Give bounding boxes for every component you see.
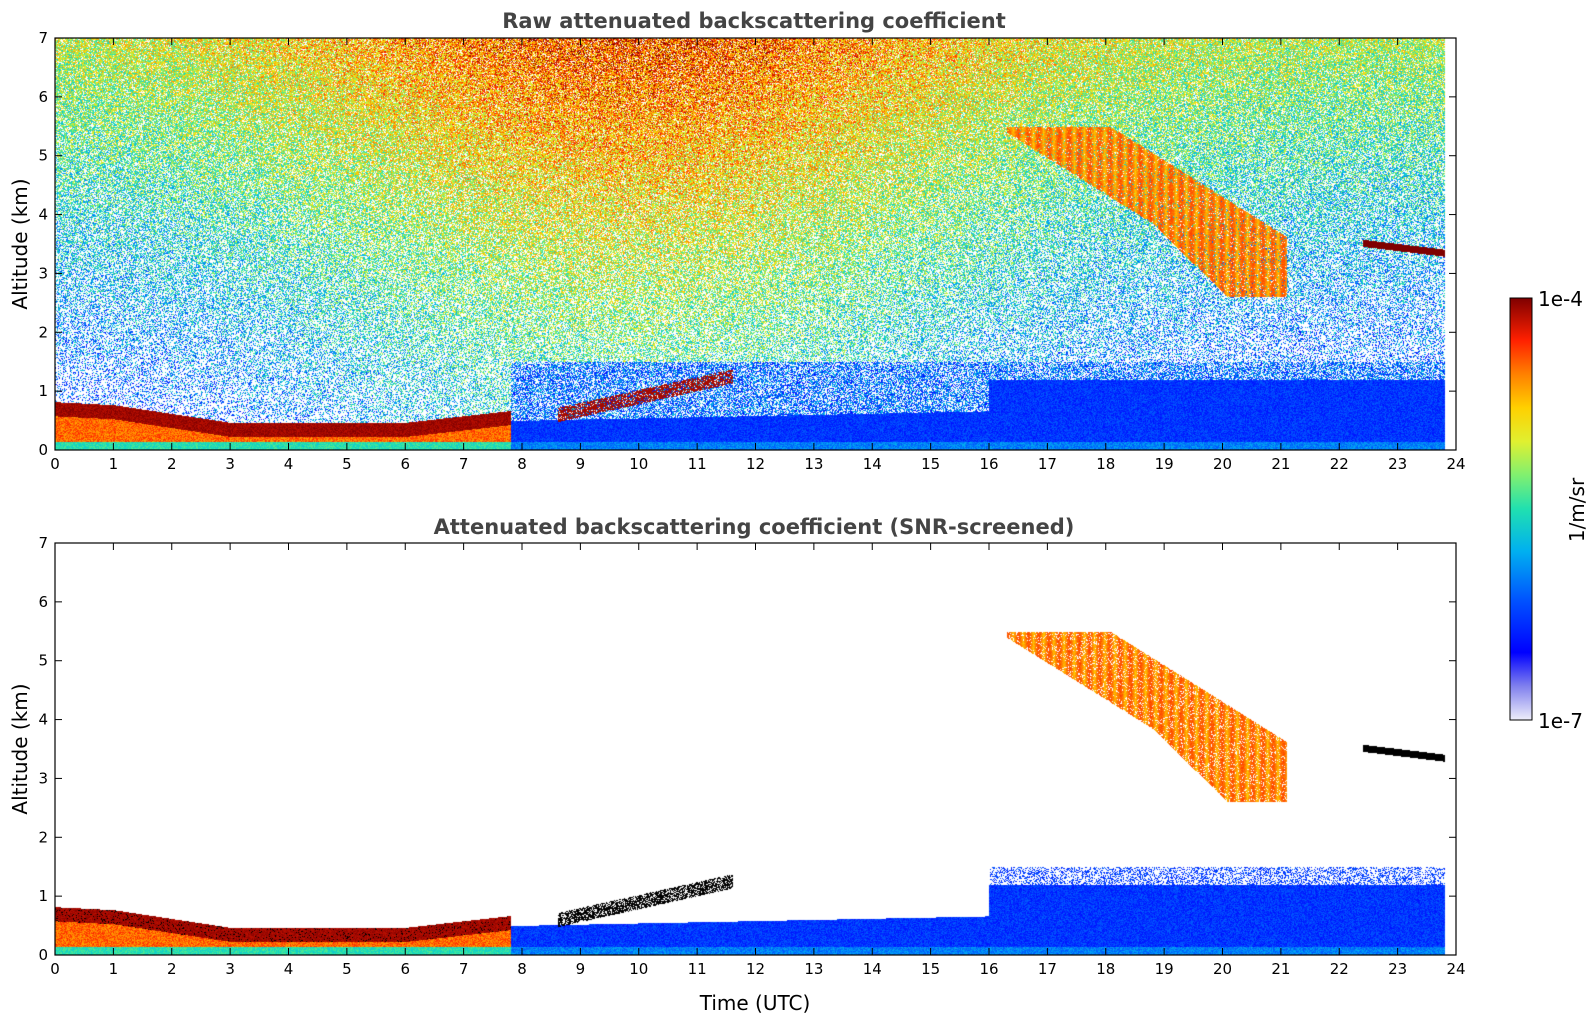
x-tick-label: 9 bbox=[576, 455, 586, 473]
x-tick-label: 1 bbox=[109, 455, 119, 473]
x-tick-label: 1 bbox=[109, 960, 119, 978]
x-tick-label: 11 bbox=[688, 960, 707, 978]
y-tick-label: 4 bbox=[38, 711, 48, 729]
x-axis-label: Time (UTC) bbox=[699, 991, 811, 1015]
x-tick-label: 18 bbox=[1096, 960, 1115, 978]
x-tick-label: 13 bbox=[804, 455, 823, 473]
x-tick-label: 16 bbox=[979, 960, 998, 978]
y-tick-label: 7 bbox=[38, 534, 48, 552]
x-tick-label: 19 bbox=[1155, 960, 1174, 978]
y-tick-label: 3 bbox=[38, 264, 48, 282]
x-tick-label: 23 bbox=[1388, 960, 1407, 978]
chart-title: Raw attenuated backscattering coefficien… bbox=[502, 9, 1006, 33]
y-tick-label: 0 bbox=[38, 946, 48, 964]
x-tick-label: 14 bbox=[863, 455, 882, 473]
y-tick-label: 1 bbox=[38, 382, 48, 400]
x-tick-label: 3 bbox=[225, 455, 235, 473]
y-tick-label: 4 bbox=[38, 206, 48, 224]
x-tick-label: 21 bbox=[1271, 960, 1290, 978]
x-tick-label: 9 bbox=[576, 960, 586, 978]
x-tick-label: 22 bbox=[1330, 960, 1349, 978]
x-tick-label: 4 bbox=[284, 455, 294, 473]
x-tick-label: 20 bbox=[1213, 455, 1232, 473]
y-tick-label: 2 bbox=[38, 323, 48, 341]
x-tick-label: 20 bbox=[1213, 960, 1232, 978]
x-tick-label: 0 bbox=[50, 960, 60, 978]
y-tick-label: 5 bbox=[38, 147, 48, 165]
y-tick-label: 0 bbox=[38, 441, 48, 459]
x-tick-label: 5 bbox=[342, 960, 352, 978]
x-tick-label: 16 bbox=[979, 455, 998, 473]
x-tick-label: 17 bbox=[1038, 455, 1057, 473]
x-tick-label: 8 bbox=[517, 960, 527, 978]
heatmap-screened bbox=[55, 543, 1456, 955]
x-tick-label: 22 bbox=[1330, 455, 1349, 473]
y-tick-label: 6 bbox=[38, 593, 48, 611]
y-tick-label: 5 bbox=[38, 652, 48, 670]
x-tick-label: 24 bbox=[1446, 455, 1465, 473]
x-tick-label: 10 bbox=[629, 455, 648, 473]
x-tick-label: 3 bbox=[225, 960, 235, 978]
colorbar-label: 1/m/sr bbox=[1565, 477, 1589, 542]
axes-ticks: 0 1 2 3 4 5 6 7 8 9 10 11 12 13 14 15 16 17 18 19 20 21 22 23 24… bbox=[38, 29, 1465, 473]
x-tick-label: 12 bbox=[746, 960, 765, 978]
colorbar-min-label: 1e-7 bbox=[1538, 709, 1583, 733]
x-tick-label: 21 bbox=[1271, 455, 1290, 473]
heatmap-raw bbox=[55, 38, 1456, 450]
x-tick-label: 17 bbox=[1038, 960, 1057, 978]
x-tick-label: 19 bbox=[1155, 455, 1174, 473]
x-tick-label: 18 bbox=[1096, 455, 1115, 473]
x-tick-label: 23 bbox=[1388, 455, 1407, 473]
y-axis-label: Altitude (km) bbox=[8, 683, 32, 814]
x-tick-label: 24 bbox=[1446, 960, 1465, 978]
chart-title: Attenuated backscattering coefficient (S… bbox=[434, 515, 1075, 539]
x-tick-label: 7 bbox=[459, 960, 469, 978]
x-tick-label: 10 bbox=[629, 960, 648, 978]
y-tick-label: 7 bbox=[38, 29, 48, 47]
y-tick-label: 3 bbox=[38, 769, 48, 787]
y-tick-label: 1 bbox=[38, 887, 48, 905]
x-tick-label: 6 bbox=[400, 960, 410, 978]
y-tick-label: 6 bbox=[38, 88, 48, 106]
x-tick-label: 14 bbox=[863, 960, 882, 978]
x-tick-label: 0 bbox=[50, 455, 60, 473]
x-tick-label: 15 bbox=[921, 455, 940, 473]
x-tick-label: 12 bbox=[746, 455, 765, 473]
colorbar bbox=[1509, 297, 1533, 721]
colorbar-max-label: 1e-4 bbox=[1538, 287, 1583, 311]
x-tick-label: 7 bbox=[459, 455, 469, 473]
x-tick-label: 11 bbox=[688, 455, 707, 473]
x-tick-label: 8 bbox=[517, 455, 527, 473]
axes-ticks: 0 1 2 3 4 5 6 7 8 9 10 11 12 13 14 15 16 17 18 19 20 21 22 23 24… bbox=[38, 534, 1465, 978]
x-tick-label: 2 bbox=[167, 960, 177, 978]
x-tick-label: 6 bbox=[400, 455, 410, 473]
x-tick-label: 13 bbox=[804, 960, 823, 978]
x-tick-label: 15 bbox=[921, 960, 940, 978]
x-tick-label: 5 bbox=[342, 455, 352, 473]
y-axis-label: Altitude (km) bbox=[8, 178, 32, 309]
y-tick-label: 2 bbox=[38, 828, 48, 846]
x-tick-label: 4 bbox=[284, 960, 294, 978]
x-tick-label: 2 bbox=[167, 455, 177, 473]
